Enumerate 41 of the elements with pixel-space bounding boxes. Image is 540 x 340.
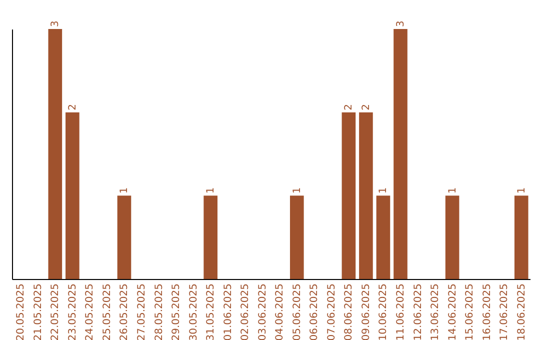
x-tick-label: 02.06.2025 (240, 284, 252, 340)
x-tick-label: 28.05.2025 (154, 284, 165, 340)
x-tick-label: 09.06.2025 (360, 284, 372, 340)
x-tick-label: 15.06.2025 (464, 284, 476, 340)
x-tick-label: 08.06.2025 (344, 284, 355, 340)
data-label: 2 (344, 104, 355, 110)
x-tick-label: 27.05.2025 (136, 284, 148, 340)
x-tick-label: 18.06.2025 (516, 284, 528, 340)
x-tick-label: 14.06.2025 (447, 284, 458, 340)
data-label: 1 (378, 187, 390, 194)
data-label: 1 (206, 187, 217, 194)
data-label: 1 (292, 187, 303, 194)
data-label: 3 (396, 20, 406, 27)
data-label: 2 (360, 104, 372, 110)
x-tick-label: 20.05.2025 (16, 284, 27, 340)
x-tick-label: 11.06.2025 (396, 284, 406, 340)
x-tick-label: 21.05.2025 (32, 284, 44, 340)
x-tick-label: 17.06.2025 (499, 284, 510, 340)
x-tick-label: 31.05.2025 (206, 284, 217, 340)
x-tick-label: 26.05.2025 (119, 284, 130, 340)
x-tick-label: 06.06.2025 (309, 284, 320, 340)
x-tick-label: 16.06.2025 (482, 284, 493, 340)
x-tick-label: 10.06.2025 (378, 284, 390, 340)
data-label: 1 (516, 187, 528, 194)
x-tick-label: 29.05.2025 (171, 284, 182, 340)
data-label: 3 (50, 20, 62, 27)
data-label: 2 (67, 104, 78, 110)
x-tick-label: 04.06.2025 (274, 284, 286, 340)
x-tick-label: 05.06.2025 (292, 284, 303, 340)
x-tick-label: 22.05.2025 (50, 284, 62, 340)
x-tick-label: 07.06.2025 (326, 284, 338, 340)
x-tick-label: 23.05.2025 (67, 284, 78, 340)
x-tick-label: 30.05.2025 (188, 284, 200, 340)
x-tick-label: 24.05.2025 (84, 284, 96, 340)
data-label: 1 (119, 187, 130, 194)
x-tick-label: 12.06.2025 (412, 284, 424, 340)
x-tick-label: 01.06.2025 (222, 284, 234, 340)
data-label: 1 (447, 187, 458, 194)
x-tick-label: 03.06.2025 (257, 284, 268, 340)
x-tick-label: 13.06.2025 (430, 284, 442, 340)
x-tick-label: 25.05.2025 (102, 284, 113, 340)
